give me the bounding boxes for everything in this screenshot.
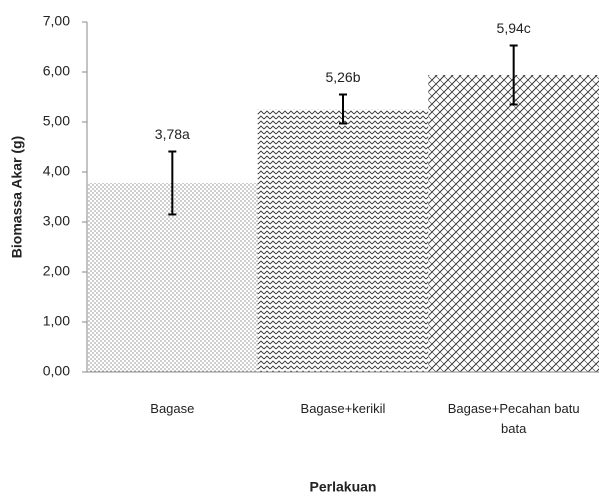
x-axis-label: Perlakuan — [310, 479, 377, 495]
y-tick-label: 2,00 — [43, 263, 70, 279]
y-tick-label: 4,00 — [43, 163, 70, 179]
y-axis-label: Biomassa Akar (g) — [9, 136, 25, 258]
y-tick-label: 6,00 — [43, 63, 70, 79]
x-tick-label: Bagase — [150, 401, 195, 416]
y-tick-label: 0,00 — [43, 363, 70, 379]
x-tick-label: Bagase+Pecahan batu bata — [447, 401, 580, 436]
value-label: 3,78a — [155, 126, 190, 142]
x-tick-label: Bagase+kerikil — [300, 401, 386, 416]
y-tick-label: 1,00 — [43, 313, 70, 329]
value-label: 5,94c — [497, 20, 531, 36]
bar — [428, 75, 599, 372]
y-tick-label: 3,00 — [43, 213, 70, 229]
value-label: 5,26b — [325, 69, 360, 85]
y-tick-label: 7,00 — [43, 13, 70, 29]
y-tick-label: 5,00 — [43, 113, 70, 129]
bar — [257, 109, 429, 372]
